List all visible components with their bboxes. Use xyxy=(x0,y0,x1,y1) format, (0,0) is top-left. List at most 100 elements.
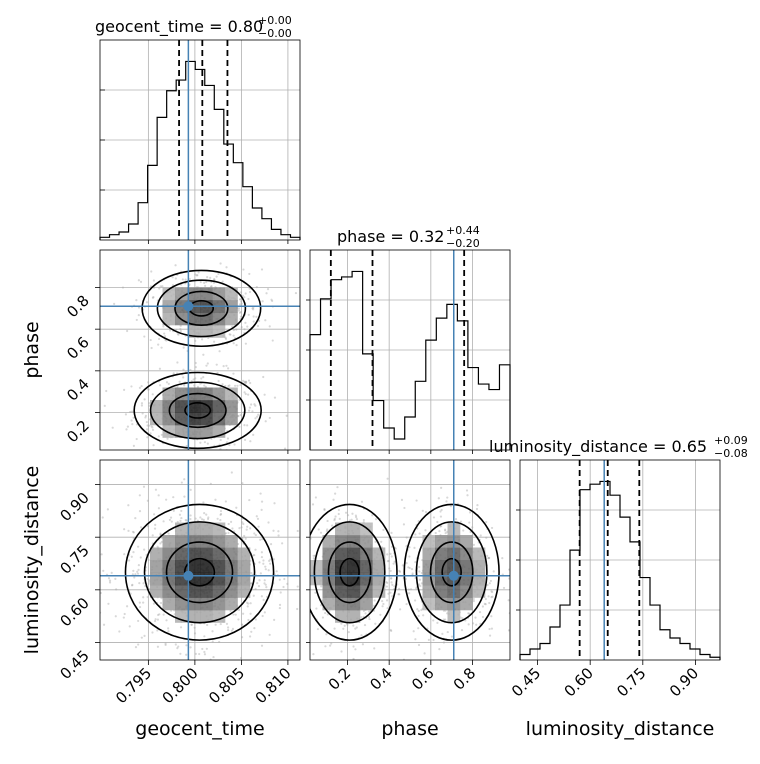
xtick-label-phase-2: 0.6 xyxy=(408,664,438,694)
sample-point xyxy=(138,605,142,609)
sample-point xyxy=(316,627,320,631)
sample-point xyxy=(418,565,421,569)
sample-point xyxy=(131,573,134,576)
sample-point xyxy=(234,613,237,616)
sample-point xyxy=(101,516,104,519)
sample-point xyxy=(160,540,163,543)
sample-point xyxy=(303,607,305,609)
density-cell xyxy=(187,287,201,301)
contour-level-1 xyxy=(327,541,372,604)
sample-point xyxy=(212,278,216,281)
sample-point xyxy=(311,503,315,506)
sample-point xyxy=(326,613,329,616)
sample-point xyxy=(145,420,148,424)
sample-point xyxy=(459,520,463,523)
title-phase-plus: +0.44 xyxy=(446,224,480,237)
xlabel-geocent-time: geocent_time xyxy=(135,718,264,740)
sample-point xyxy=(225,441,229,444)
sample-point xyxy=(252,433,255,436)
sample-point xyxy=(205,280,208,284)
sample-point xyxy=(440,508,443,512)
sample-point xyxy=(490,596,493,599)
sample-point xyxy=(167,627,170,630)
frame-2d xyxy=(309,459,511,661)
sample-point xyxy=(263,611,266,614)
sample-point xyxy=(218,350,221,353)
contour-level-0 xyxy=(339,557,360,587)
sample-point xyxy=(337,512,340,516)
sample-point xyxy=(194,361,197,365)
sample-point xyxy=(231,527,234,530)
hist-steps-phase xyxy=(309,270,511,450)
sample-point xyxy=(260,268,264,271)
sample-point xyxy=(160,346,163,349)
sample-point xyxy=(213,340,216,343)
sample-point xyxy=(227,626,230,629)
sample-point xyxy=(386,607,389,610)
sample-point xyxy=(135,437,138,441)
sample-point xyxy=(178,380,181,383)
contour-level-2 xyxy=(143,521,256,624)
sample-point xyxy=(185,445,188,448)
sample-point xyxy=(405,536,408,539)
sample-point xyxy=(440,486,443,489)
density-cell xyxy=(200,585,213,598)
sample-point xyxy=(390,545,394,548)
sample-point xyxy=(462,529,465,532)
sample-point xyxy=(244,342,247,345)
sample-point xyxy=(294,291,298,295)
sample-point xyxy=(260,551,263,554)
sample-point xyxy=(214,623,217,626)
sample-point xyxy=(334,515,337,518)
sample-point xyxy=(263,393,266,396)
sample-point xyxy=(239,310,243,314)
sample-point xyxy=(420,608,423,612)
sample-point xyxy=(238,398,241,402)
sample-point xyxy=(491,590,494,594)
sample-point xyxy=(138,494,141,497)
density-cell xyxy=(422,547,436,561)
sample-point xyxy=(229,609,232,613)
sample-point xyxy=(239,315,243,318)
sample-point xyxy=(151,393,154,396)
density-cell xyxy=(162,547,176,561)
sample-point xyxy=(143,335,146,338)
sample-point xyxy=(181,278,184,281)
sample-point xyxy=(465,489,469,492)
sample-point xyxy=(285,414,288,417)
sample-point xyxy=(454,517,458,521)
sample-point xyxy=(417,614,420,618)
density-cell xyxy=(187,400,201,413)
density-cell xyxy=(200,325,213,338)
title-phase: phase = 0.32 xyxy=(337,227,444,246)
sample-point xyxy=(232,328,235,332)
density-cell xyxy=(347,522,361,536)
sample-point xyxy=(296,529,299,533)
sample-point xyxy=(188,277,191,281)
density-cell xyxy=(472,560,486,573)
density-cell xyxy=(225,585,238,598)
contour-level-3 xyxy=(403,503,500,641)
sample-point xyxy=(179,652,182,655)
sample-point xyxy=(171,276,174,279)
sample-point xyxy=(149,432,152,435)
sample-point xyxy=(147,582,150,585)
sample-point xyxy=(168,518,172,522)
sample-point xyxy=(146,595,149,599)
sample-point xyxy=(106,508,109,511)
sample-point xyxy=(140,404,144,407)
sample-point xyxy=(239,317,242,321)
panel-geocent_time-vs-phase xyxy=(99,249,301,454)
sample-point xyxy=(380,540,383,543)
density-cell xyxy=(472,547,486,561)
sample-point xyxy=(344,511,348,514)
sample-point xyxy=(198,452,200,454)
sample-point xyxy=(418,532,421,535)
hist-panel-phase xyxy=(309,249,511,451)
sample-point xyxy=(415,499,418,502)
sample-point xyxy=(408,546,411,549)
sample-point xyxy=(126,329,129,333)
sample-point xyxy=(167,532,170,535)
sample-point xyxy=(142,582,145,585)
sample-point xyxy=(346,514,350,517)
